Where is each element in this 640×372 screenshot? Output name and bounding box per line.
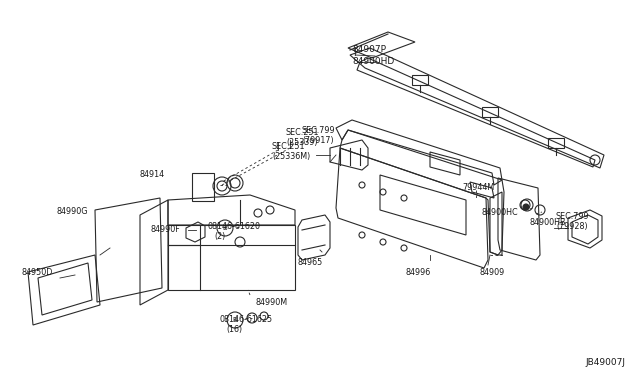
Text: 84900HD: 84900HD <box>352 57 394 66</box>
Text: SEC.799: SEC.799 <box>556 212 589 221</box>
Text: (79917): (79917) <box>302 136 333 145</box>
Circle shape <box>523 204 529 210</box>
Bar <box>482 107 498 117</box>
Bar <box>192 173 214 201</box>
Text: SEC.799: SEC.799 <box>302 126 335 135</box>
Text: (16): (16) <box>226 325 242 334</box>
Text: 79944M: 79944M <box>462 183 494 192</box>
Text: 84907P: 84907P <box>352 45 386 54</box>
Text: 84996: 84996 <box>405 268 430 277</box>
Text: 84900HB: 84900HB <box>530 218 566 227</box>
Text: SEC.251: SEC.251 <box>286 128 319 137</box>
Text: (25339): (25339) <box>286 138 317 147</box>
Text: 84990F: 84990F <box>150 225 180 234</box>
Text: 84900HC: 84900HC <box>481 208 518 217</box>
Text: SEC.251: SEC.251 <box>272 142 305 151</box>
Text: B: B <box>232 317 237 323</box>
Text: (79928): (79928) <box>556 222 588 231</box>
Text: 08146-61620: 08146-61620 <box>208 222 261 231</box>
Text: 84950D: 84950D <box>22 268 53 277</box>
Text: 84909: 84909 <box>480 268 505 277</box>
Bar <box>412 75 428 85</box>
Text: 08146-61625: 08146-61625 <box>220 315 273 324</box>
Text: B: B <box>223 225 227 231</box>
Text: (2): (2) <box>214 232 225 241</box>
Text: (25336M): (25336M) <box>272 152 310 161</box>
Text: 84914: 84914 <box>140 170 165 179</box>
Text: 84990G: 84990G <box>56 207 88 216</box>
Text: 84990M: 84990M <box>255 298 287 307</box>
Text: 84965: 84965 <box>298 258 323 267</box>
Bar <box>548 138 564 148</box>
Text: JB49007J: JB49007J <box>585 358 625 367</box>
